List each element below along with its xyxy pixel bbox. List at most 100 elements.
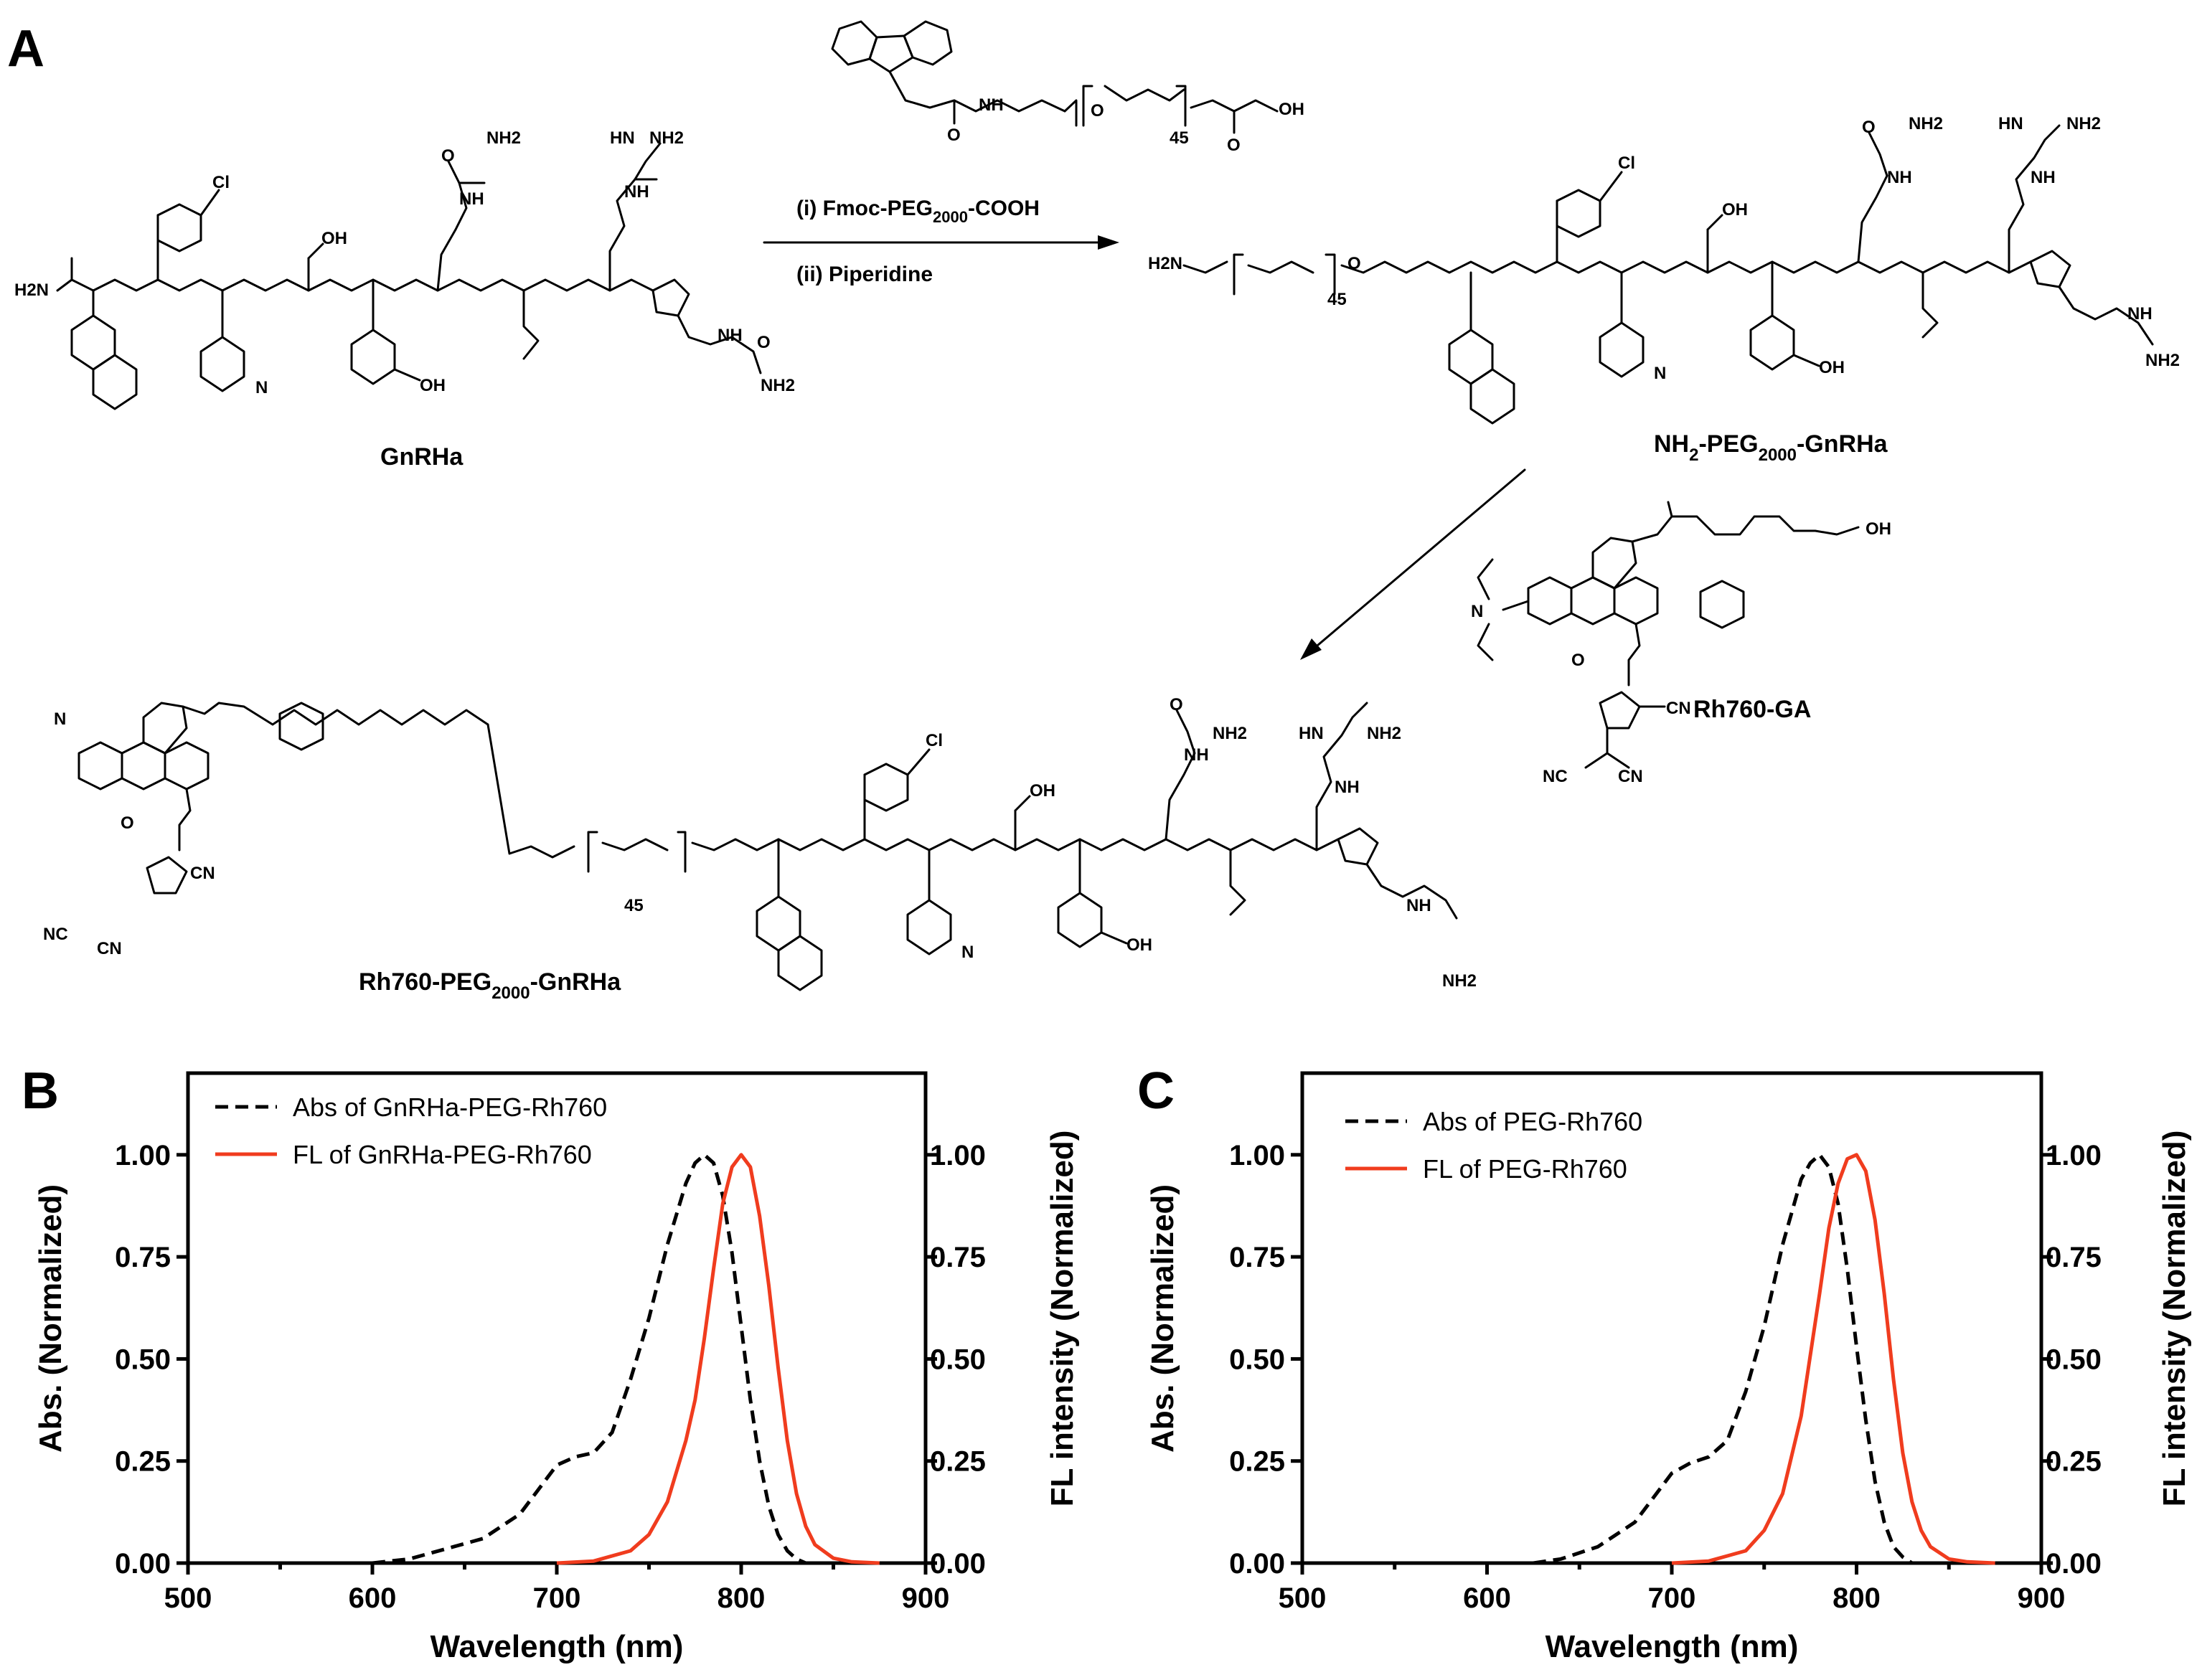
- nh2-peg-gnrha-structure: H2N 45 O Cl OH N OH O NH2 NH HN NH2 NH N…: [1148, 114, 2180, 425]
- atom-label: OH: [1126, 935, 1152, 955]
- plot-frame: [1300, 1071, 2043, 1565]
- x-tick-label: 600: [349, 1582, 397, 1614]
- atom-label: OH: [1722, 200, 1748, 220]
- legend-label: FL of GnRHa-PEG-Rh760: [293, 1140, 592, 1169]
- legend-label: FL of PEG-Rh760: [1423, 1154, 1627, 1184]
- gnrha-structure: H2N Cl OH N OH O NH2 NH HN NH2 NH NH NH2…: [14, 128, 795, 410]
- compound-label-rh760-peg-gnrha: Rh760-PEG2000-GnRHa: [359, 968, 621, 1003]
- x-tick-label: 900: [902, 1582, 950, 1614]
- atom-label: NH: [2031, 168, 2056, 187]
- y2-tick-label: 0.75: [2046, 1242, 2102, 1273]
- atom-label: O: [121, 813, 134, 833]
- atom-label: O: [1227, 136, 1241, 155]
- atom-label: HN: [1299, 724, 1324, 743]
- reagent-step-1: (i) Fmoc-PEG2000-COOH: [796, 197, 1040, 226]
- atom-label: 45: [1170, 128, 1189, 148]
- atom-label: N: [54, 709, 66, 729]
- fmoc-peg-cooh-structure: O NH O 45 O OH: [831, 20, 1304, 155]
- atom-label: Cl: [212, 173, 230, 192]
- atom-label: NH2: [761, 376, 795, 395]
- atom-label: CN: [1618, 767, 1643, 786]
- atom-label: NC: [43, 925, 68, 944]
- x-axis-title: Wavelength (nm): [431, 1629, 684, 1664]
- atom-label: 45: [624, 896, 644, 915]
- atom-label: OH: [1819, 358, 1845, 377]
- atom-label: NH: [979, 95, 1004, 115]
- atom-label: NH: [1887, 168, 1912, 187]
- x-tick-label: 900: [2018, 1582, 2066, 1614]
- atom-label: OH: [1866, 519, 1891, 539]
- y-tick-label: 0.50: [115, 1344, 171, 1375]
- atom-label: OH: [321, 229, 347, 248]
- atom-label: NH2: [2145, 351, 2180, 370]
- atom-label: H2N: [1148, 254, 1182, 273]
- atom-label: NH2: [1442, 971, 1477, 991]
- y-tick-label: 0.25: [115, 1446, 171, 1478]
- y-tick-label: 0.50: [1229, 1344, 1285, 1375]
- atom-label: CN: [97, 939, 122, 958]
- atom-label: OH: [420, 376, 446, 395]
- compound-label-rh760-ga: Rh760-GA: [1693, 696, 1811, 723]
- atom-label: N: [1471, 602, 1483, 621]
- rh760-ga-structure: N O OH CN NC CN: [1471, 501, 1891, 786]
- compound-label-nh2-peg-gnrha: NH2-PEG2000-GnRHa: [1654, 430, 1888, 465]
- series-line-abs: [372, 1153, 807, 1565]
- atom-label: NH: [624, 182, 649, 202]
- x-tick-label: 800: [718, 1582, 766, 1614]
- atom-label: OH: [1030, 781, 1055, 801]
- atom-label: NH: [718, 326, 743, 345]
- x-tick-label: 800: [1833, 1582, 1881, 1614]
- y-tick-label: 0.75: [1229, 1242, 1285, 1273]
- atom-label: N: [255, 378, 268, 397]
- atom-label: O: [757, 333, 771, 352]
- atom-label: O: [1571, 651, 1585, 670]
- series-line-fl: [556, 1153, 880, 1565]
- arrow-head-1: [1098, 235, 1119, 250]
- atom-label: O: [1091, 101, 1104, 121]
- atom-label: HN: [1998, 114, 2023, 133]
- panel-label-b: B: [22, 1062, 59, 1120]
- y2-tick-label: 1.00: [930, 1140, 986, 1171]
- panel-label-a: A: [7, 20, 44, 77]
- atom-label: Cl: [1618, 154, 1635, 173]
- atom-label: NH: [1406, 896, 1431, 915]
- y-tick-label: 1.00: [115, 1140, 171, 1171]
- scheme-panel: A O NH O 45 O OH (i) Fmoc-PEG2000-COOH (…: [7, 20, 2180, 1003]
- rh760-peg-gnrha-structure: N O CN NC CN 45 Cl OH N OH O NH2 NH HN N…: [43, 695, 1477, 991]
- atom-label: H2N: [14, 280, 49, 300]
- atom-label: O: [1170, 695, 1183, 714]
- legend-label: Abs of GnRHa-PEG-Rh760: [293, 1093, 607, 1122]
- series-line-fl: [1671, 1153, 1995, 1565]
- atom-label: NH: [1184, 745, 1209, 765]
- atom-label: NH2: [1367, 724, 1401, 743]
- atom-label: NH2: [1909, 114, 1943, 133]
- atom-label: HN: [610, 128, 635, 148]
- y2-tick-label: 0.00: [2046, 1548, 2102, 1580]
- y-tick-label: 0.75: [115, 1242, 171, 1273]
- atom-label: NH: [2127, 304, 2153, 324]
- arrow-head-2: [1300, 638, 1322, 660]
- legend-label: Abs of PEG-Rh760: [1423, 1107, 1642, 1136]
- atom-label: CN: [1666, 699, 1691, 718]
- y2-axis-title: FL intensity (Normalized): [2157, 1131, 2192, 1507]
- atom-label: NH2: [649, 128, 684, 148]
- atom-label: NH: [1335, 778, 1360, 797]
- x-tick-label: 600: [1463, 1582, 1511, 1614]
- y2-tick-label: 0.50: [930, 1344, 986, 1375]
- y2-tick-label: 0.00: [930, 1548, 986, 1580]
- atom-label: O: [441, 146, 455, 166]
- y2-tick-label: 0.25: [2046, 1446, 2102, 1478]
- atom-label: NH2: [2066, 114, 2101, 133]
- y2-tick-label: 0.25: [930, 1446, 986, 1478]
- atom-label: NH2: [486, 128, 521, 148]
- atom-label: CN: [190, 864, 215, 883]
- reagent-step-2: (ii) Piperidine: [796, 263, 933, 286]
- x-tick-label: 500: [164, 1582, 212, 1614]
- atom-label: NC: [1543, 767, 1568, 786]
- atom-label: O: [1347, 254, 1361, 273]
